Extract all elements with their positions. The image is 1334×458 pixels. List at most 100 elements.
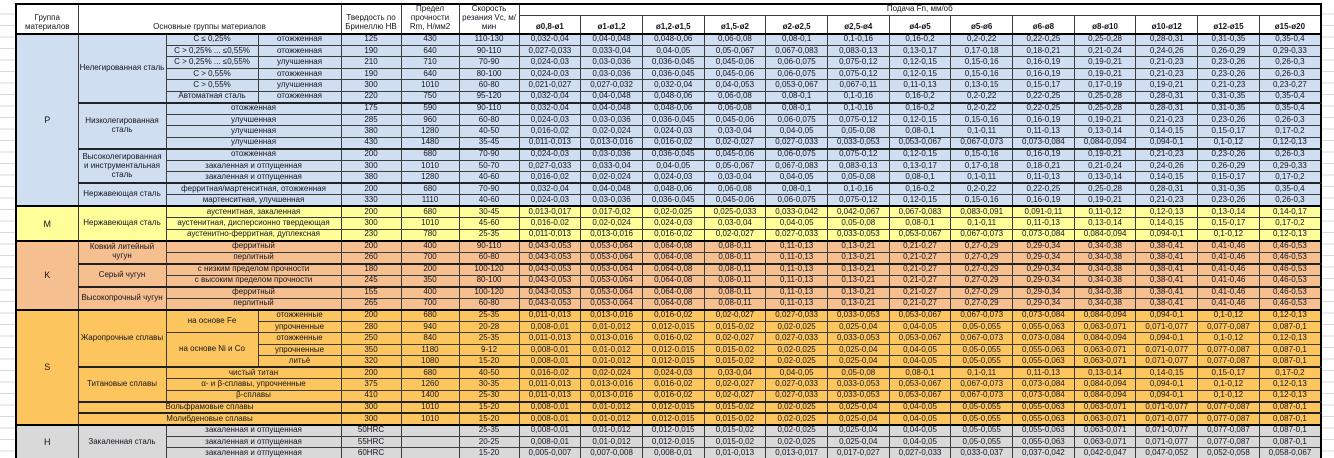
feed-cell[interactable]: 0,03-0,036	[580, 67, 643, 81]
feed-cell[interactable]: 0,007-0,008	[580, 447, 643, 458]
feed-cell[interactable]: 0,064-0,08	[641, 262, 705, 276]
feed-cell[interactable]: 0,024-0,03	[518, 194, 582, 207]
feed-cell[interactable]: 0,08-0,1	[888, 366, 952, 380]
feed-cell[interactable]: 0,071-0,077	[1135, 435, 1199, 449]
feed-cell[interactable]: 0,073-0,084	[1012, 378, 1075, 391]
hardness-cell[interactable]: 250	[340, 332, 402, 345]
feed-cell[interactable]: 0,41-0,46	[1197, 274, 1260, 288]
feed-cell[interactable]: 0,31-0,35	[1197, 101, 1260, 115]
strength-cell[interactable]: 1110	[400, 194, 460, 207]
feed-cell[interactable]: 0,02-0,025	[765, 423, 828, 437]
feed-cell[interactable]: 0,13-0,21	[826, 274, 890, 288]
feed-cell[interactable]: 0,19-0,21	[1073, 147, 1137, 161]
feed-cell[interactable]: 0,013-0,017	[518, 205, 582, 219]
feed-cell[interactable]: 0,05-0,08	[826, 171, 890, 184]
feed-cell[interactable]: 0,06-0,075	[765, 113, 828, 127]
feed-cell[interactable]: 0,19-0,21	[1073, 56, 1137, 69]
feed-cell[interactable]: 0,16-0,19	[1012, 147, 1075, 161]
feed-cell[interactable]: 0,1-0,12	[1197, 378, 1260, 391]
feed-cell[interactable]: 0,055-0,063	[1012, 412, 1075, 426]
material-label-cell[interactable]: улучшенная	[165, 136, 342, 150]
feed-cell[interactable]: 0,11-0,13	[1012, 125, 1075, 138]
material-label-cell[interactable]: улучшенная	[165, 113, 342, 127]
feed-cell[interactable]: 0,12-0,13	[1258, 228, 1322, 242]
feed-cell[interactable]: 0,05-0,055	[950, 400, 1014, 414]
feed-cell[interactable]: 0,26-0,3	[1258, 56, 1322, 69]
feed-cell[interactable]: 0,013-0,016	[580, 389, 643, 403]
feed-cell[interactable]: 0,033-0,042	[765, 205, 828, 219]
feed-cell[interactable]: 0,087-0,1	[1258, 400, 1322, 414]
feed-cell[interactable]: 0,067-0,073	[950, 136, 1014, 150]
feed-cell[interactable]: 0,01-0,012	[580, 320, 643, 334]
hardness-cell[interactable]: 200	[340, 205, 402, 219]
feed-col-header[interactable]: ø5-ø6	[950, 14, 1014, 35]
speed-cell[interactable]: 25-35	[458, 308, 520, 322]
feed-cell[interactable]: 0,29-0,34	[1012, 239, 1075, 253]
hardness-cell[interactable]: 200	[340, 182, 402, 196]
feed-cell[interactable]: 0,077-0,087	[1197, 423, 1260, 437]
feed-cell[interactable]: 0,033-0,04	[580, 159, 643, 173]
material-label-cell[interactable]: ферритная/мартенситная, отожженная	[165, 182, 342, 196]
feed-cell[interactable]: 0,075-0,12	[826, 56, 890, 69]
feed-cell[interactable]: 0,34-0,38	[1073, 251, 1137, 265]
feed-cell[interactable]: 0,055-0,063	[1012, 435, 1075, 449]
feed-cell[interactable]: 0,24-0,26	[1135, 44, 1199, 58]
feed-cell[interactable]: 0,012-0,015	[641, 400, 705, 414]
feed-cell[interactable]: 0,12-0,13	[1258, 136, 1322, 150]
feed-cell[interactable]: 0,075-0,12	[826, 113, 890, 127]
header-main-groups-col[interactable]: Основные группы материалов	[77, 3, 342, 35]
feed-cell[interactable]: 0,31-0,35	[1197, 90, 1260, 104]
material-label-cell[interactable]: ферритный	[165, 239, 342, 253]
feed-cell[interactable]: 0,025-0,033	[703, 205, 767, 219]
speed-cell[interactable]: 15-20	[458, 355, 520, 368]
feed-cell[interactable]: 0,12-0,15	[888, 67, 952, 81]
feed-cell[interactable]: 0,02-0,027	[703, 308, 767, 322]
hardness-cell[interactable]: 60HRC	[340, 447, 402, 458]
feed-cell[interactable]: 0,29-0,34	[1012, 285, 1075, 299]
hardness-cell[interactable]: 200	[340, 239, 402, 253]
strength-cell[interactable]: 640	[400, 44, 460, 58]
material-label-cell[interactable]: Автоматная сталь	[165, 90, 259, 104]
strength-cell[interactable]	[400, 423, 460, 437]
feed-cell[interactable]: 0,015-0,02	[703, 435, 767, 449]
feed-cell[interactable]: 0,12-0,15	[888, 147, 952, 161]
feed-cell[interactable]: 0,084-0,094	[1073, 308, 1137, 322]
material-label-cell[interactable]: C ≤ 0,25%	[165, 32, 259, 46]
header-strength-col[interactable]: Предел прочности Rm, Н/мм2	[400, 3, 460, 35]
hardness-cell[interactable]: 300	[340, 79, 402, 92]
speed-cell[interactable]: 100-120	[458, 262, 520, 276]
feed-cell[interactable]: 0,29-0,33	[1258, 44, 1322, 58]
feed-cell[interactable]: 0,055-0,063	[1012, 343, 1075, 357]
material-label-cell[interactable]: на основе Ni и Co	[165, 332, 259, 368]
feed-cell[interactable]: 0,12-0,13	[1258, 308, 1322, 322]
feed-cell[interactable]: 0,35-0,4	[1258, 90, 1322, 104]
speed-cell[interactable]: 35-45	[458, 136, 520, 150]
feed-cell[interactable]: 0,012-0,015	[641, 423, 705, 437]
feed-cell[interactable]: 0,064-0,08	[641, 285, 705, 299]
strength-cell[interactable]: 1480	[400, 136, 460, 150]
feed-cell[interactable]: 0,016-0,02	[641, 389, 705, 403]
feed-cell[interactable]: 0,1-0,16	[826, 101, 890, 115]
strength-cell[interactable]: 940	[400, 320, 460, 334]
feed-cell[interactable]: 0,063-0,071	[1073, 435, 1137, 449]
feed-cell[interactable]: 0,41-0,46	[1197, 251, 1260, 265]
strength-cell[interactable]: 430	[400, 32, 460, 46]
header-hardness-col[interactable]: Твердость по Бринеллю HB	[340, 3, 402, 35]
feed-cell[interactable]: 0,41-0,46	[1197, 297, 1260, 311]
feed-cell[interactable]: 0,19-0,21	[1135, 79, 1199, 92]
feed-cell[interactable]: 0,26-0,3	[1258, 113, 1322, 127]
feed-cell[interactable]: 0,21-0,27	[888, 251, 952, 265]
feed-cell[interactable]: 0,011-0,013	[518, 378, 582, 391]
material-label-cell[interactable]: Вольфрамовые сплавы	[77, 400, 342, 414]
feed-cell[interactable]: 0,15-0,16	[950, 113, 1014, 127]
feed-cell[interactable]: 0,063-0,071	[1073, 400, 1137, 414]
speed-cell[interactable]: 60-80	[458, 297, 520, 311]
feed-cell[interactable]: 0,047-0,052	[1135, 447, 1199, 458]
feed-cell[interactable]: 0,15-0,17	[1012, 79, 1075, 92]
speed-cell[interactable]: 40-60	[458, 194, 520, 207]
feed-cell[interactable]: 0,013-0,016	[580, 136, 643, 150]
feed-cell[interactable]: 0,033-0,053	[826, 228, 890, 242]
feed-cell[interactable]: 0,1-0,12	[1197, 332, 1260, 345]
feed-cell[interactable]: 0,05-0,067	[703, 159, 767, 173]
feed-cell[interactable]: 0,46-0,53	[1258, 274, 1322, 288]
